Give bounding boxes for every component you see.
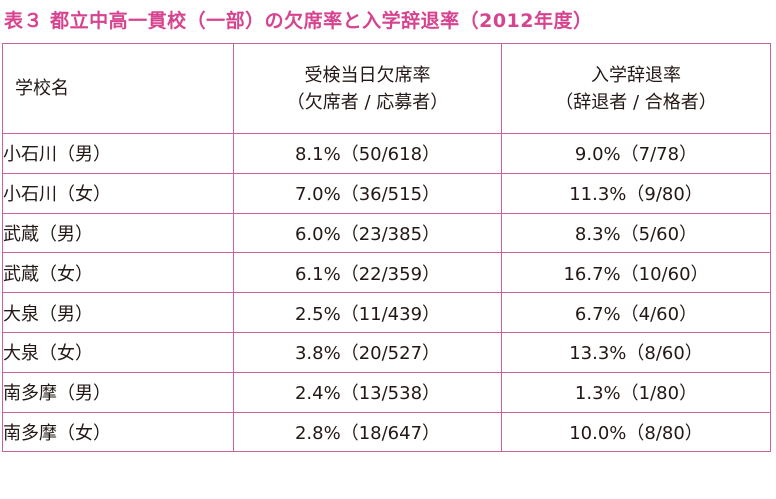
table-row: 武蔵（女） 6.1%（22/359） 16.7%（10/60） <box>2 252 771 294</box>
school-name-cell: 大泉（女） <box>2 331 234 373</box>
header-absence-title: 受検当日欠席率 <box>304 64 431 86</box>
decline-rate-cell: 16.7%（10/60） <box>501 252 771 294</box>
absence-rate-cell: 2.8%（18/647） <box>233 411 502 453</box>
table-row: 小石川（女） 7.0%（36/515） 11.3%（9/80） <box>2 172 771 214</box>
decline-rate-cell: 9.0%（7/78） <box>501 133 771 174</box>
absence-rate-cell: 2.5%（11/439） <box>233 292 502 333</box>
table-row: 大泉（女） 3.8%（20/527） 13.3%（8/60） <box>2 331 771 373</box>
school-name-cell: 南多摩（男） <box>2 371 234 413</box>
table-row: 小石川（男） 8.1%（50/618） 9.0%（7/78） <box>2 133 771 174</box>
school-name-cell: 小石川（女） <box>2 172 234 214</box>
header-absence-rate: 受検当日欠席率 （欠席者 / 応募者） <box>233 43 502 134</box>
school-name-cell: 武蔵（男） <box>2 212 234 254</box>
decline-rate-cell: 10.0%（8/80） <box>501 411 771 453</box>
table-row: 大泉（男） 2.5%（11/439） 6.7%（4/60） <box>2 292 771 333</box>
table-header-row: 学校名 受検当日欠席率 （欠席者 / 応募者） 入学辞退率 （辞退者 / 合格者… <box>2 43 771 134</box>
table-caption: 表３ 都立中高一貫校（一部）の欠席率と入学辞退率（2012年度） <box>4 10 593 32</box>
decline-rate-cell: 11.3%（9/80） <box>501 172 771 214</box>
decline-rate-cell: 6.7%（4/60） <box>501 292 771 333</box>
table-row: 武蔵（男） 6.0%（23/385） 8.3%（5/60） <box>2 212 771 254</box>
header-decline-formula: （辞退者 / 合格者） <box>555 91 717 113</box>
header-school-name: 学校名 <box>2 43 234 134</box>
school-name-cell: 武蔵（女） <box>2 252 234 294</box>
decline-rate-cell: 13.3%（8/60） <box>501 331 771 373</box>
school-name-cell: 大泉（男） <box>2 292 234 333</box>
absence-decline-table: 学校名 受検当日欠席率 （欠席者 / 応募者） 入学辞退率 （辞退者 / 合格者… <box>2 43 771 453</box>
table-row: 南多摩（男） 2.4%（13/538） 1.3%（1/80） <box>2 371 771 413</box>
decline-rate-cell: 8.3%（5/60） <box>501 212 771 254</box>
absence-rate-cell: 6.1%（22/359） <box>233 252 502 294</box>
absence-rate-cell: 2.4%（13/538） <box>233 371 502 413</box>
header-decline-title: 入学辞退率 <box>591 64 681 86</box>
absence-rate-cell: 8.1%（50/618） <box>233 133 502 174</box>
absence-rate-cell: 7.0%（36/515） <box>233 172 502 214</box>
decline-rate-cell: 1.3%（1/80） <box>501 371 771 413</box>
table-row: 南多摩（女） 2.8%（18/647） 10.0%（8/80） <box>2 411 771 453</box>
absence-rate-cell: 3.8%（20/527） <box>233 331 502 373</box>
header-school-label: 学校名 <box>15 78 69 99</box>
school-name-cell: 小石川（男） <box>2 133 234 174</box>
absence-rate-cell: 6.0%（23/385） <box>233 212 502 254</box>
header-decline-rate: 入学辞退率 （辞退者 / 合格者） <box>501 43 771 134</box>
school-name-cell: 南多摩（女） <box>2 411 234 453</box>
header-absence-formula: （欠席者 / 応募者） <box>286 91 449 113</box>
